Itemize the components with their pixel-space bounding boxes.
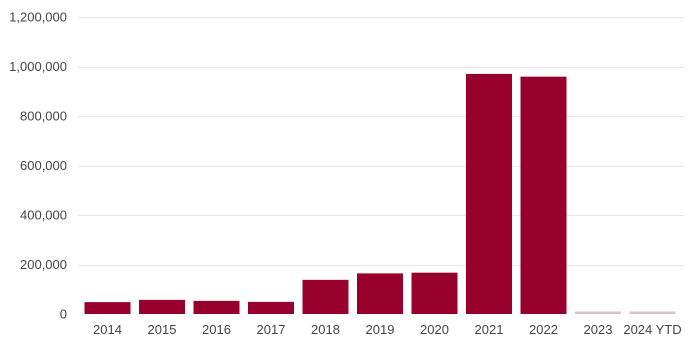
bars — [84, 73, 676, 315]
bar — [466, 73, 512, 314]
x-axis: 2014 2015 2016 2017 2018 2019 2020 2021 2022 2023… — [93, 322, 682, 337]
x-tick-label: 2019 — [366, 322, 395, 337]
y-tick-label: 800,000 — [20, 109, 67, 124]
y-tick-label: 0 — [60, 307, 67, 322]
x-tick-label: 2018 — [311, 322, 340, 337]
x-tick-label: 2016 — [202, 322, 231, 337]
bar — [357, 273, 403, 314]
y-tick-label: 400,000 — [20, 208, 67, 223]
bar — [629, 311, 676, 314]
bar — [84, 302, 131, 314]
x-tick-label: 2022 — [529, 322, 558, 337]
bar — [575, 311, 621, 314]
y-tick-label: 600,000 — [20, 158, 67, 173]
bar — [139, 299, 185, 314]
x-tick-label: 2014 — [93, 322, 122, 337]
bar — [193, 300, 240, 314]
x-tick-label: 2017 — [257, 322, 286, 337]
gridlines — [78, 17, 684, 266]
y-tick-label: 200,000 — [20, 257, 67, 272]
bar — [302, 279, 349, 314]
x-tick-label: 2015 — [148, 322, 177, 337]
bar — [520, 76, 567, 315]
y-tick-label: 1,000,000 — [9, 59, 67, 74]
x-tick-label: 2021 — [475, 322, 504, 337]
y-tick-label: 1,200,000 — [9, 10, 67, 25]
bar — [411, 272, 458, 314]
x-tick-label: 2020 — [420, 322, 449, 337]
y-axis: 0 200,000 400,000 600,000 800,000 1,000,000 1,… — [9, 10, 67, 322]
x-tick-label: 2023 — [584, 322, 613, 337]
bar — [248, 301, 294, 314]
x-tick-label: 2024 YTD — [623, 322, 681, 337]
